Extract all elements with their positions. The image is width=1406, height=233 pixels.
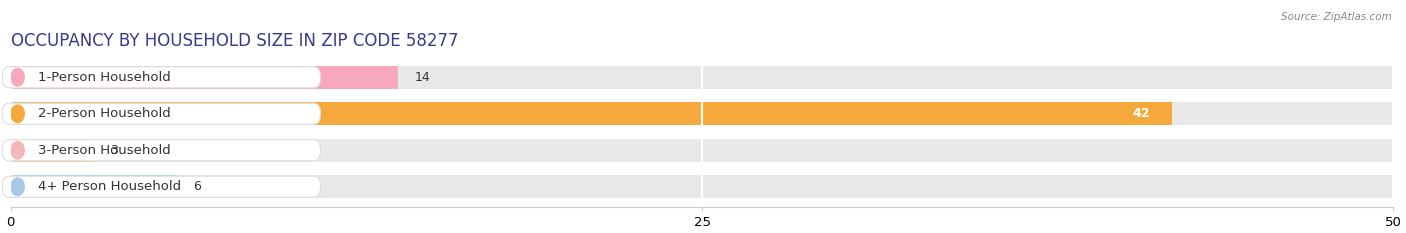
FancyBboxPatch shape — [3, 67, 321, 88]
Bar — [11, 175, 1393, 198]
Bar — [11, 139, 94, 161]
FancyBboxPatch shape — [3, 140, 321, 161]
Text: 1-Person Household: 1-Person Household — [38, 71, 172, 84]
Text: 6: 6 — [193, 180, 201, 193]
Bar — [11, 66, 398, 89]
Bar — [11, 103, 1393, 125]
Text: 3-Person Household: 3-Person Household — [38, 144, 172, 157]
Bar — [11, 103, 1173, 125]
Text: Source: ZipAtlas.com: Source: ZipAtlas.com — [1281, 12, 1392, 22]
Text: 14: 14 — [415, 71, 430, 84]
Text: 2-Person Household: 2-Person Household — [38, 107, 172, 120]
FancyBboxPatch shape — [3, 103, 321, 124]
Bar — [11, 66, 1393, 89]
Circle shape — [11, 141, 24, 159]
Circle shape — [11, 178, 24, 195]
Circle shape — [11, 105, 24, 123]
Text: OCCUPANCY BY HOUSEHOLD SIZE IN ZIP CODE 58277: OCCUPANCY BY HOUSEHOLD SIZE IN ZIP CODE … — [11, 32, 458, 50]
Circle shape — [11, 69, 24, 86]
Bar — [11, 139, 1393, 161]
Bar — [11, 175, 177, 198]
Text: 42: 42 — [1133, 107, 1150, 120]
Text: 4+ Person Household: 4+ Person Household — [38, 180, 181, 193]
Text: 3: 3 — [110, 144, 118, 157]
FancyBboxPatch shape — [3, 176, 321, 197]
